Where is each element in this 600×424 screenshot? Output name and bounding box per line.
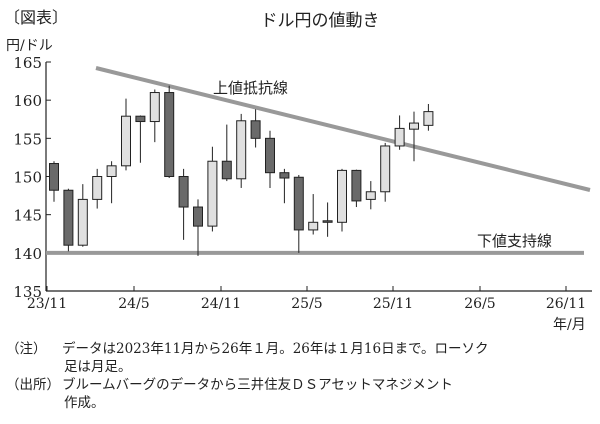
candle-up [92, 176, 103, 200]
y-axis-unit: 円/ドル [6, 38, 53, 54]
candle-down [178, 176, 189, 208]
candle-up [149, 92, 160, 123]
x-axis-unit: 年/月 [553, 317, 586, 333]
x-tick-label: 24/5 [118, 296, 149, 312]
source-text: ブルームバーグのデータから三井住友ＤＳアセットマネジメント [62, 377, 453, 393]
candlestick-chart: 135 140 145 150 155 160 165 23/11 24/5 24/11 25/5 2… [13, 54, 592, 312]
trend-lines [46, 66, 591, 255]
support-label: 下値支持線 [477, 232, 552, 250]
candle-up [106, 165, 117, 178]
y-tick-label: 155 [13, 130, 42, 148]
candle-up [207, 160, 218, 227]
candle-down [135, 115, 146, 123]
candle-down [322, 220, 333, 223]
x-tick-label: 25/11 [373, 296, 413, 312]
x-tick-label: 24/11 [201, 296, 241, 312]
candle-up [77, 198, 88, 246]
candle-up [423, 111, 434, 126]
source-row: （出所） ブルームバーグのデータから三井住友ＤＳアセットマネジメント [6, 376, 596, 394]
candles [49, 85, 434, 256]
y-tick-label: 165 [13, 54, 42, 72]
candle-down [63, 189, 74, 246]
candle-up [394, 127, 405, 147]
resistance-line [95, 66, 591, 192]
candle-down [279, 172, 290, 179]
candle-down [250, 120, 261, 139]
y-tick-label: 135 [13, 283, 42, 301]
chart-axes: 135 140 145 150 155 160 165 23/11 24/5 24/11 25/5 2… [13, 54, 592, 312]
note-text: データは2023年11月から26年１月。26年は１月16日まで。ローソク [62, 341, 489, 357]
candle-up [365, 191, 376, 200]
candle-up [409, 122, 419, 130]
candle-down [164, 92, 175, 177]
candle-up [308, 221, 319, 231]
x-tick-label: 25/5 [291, 296, 322, 312]
candle-up [380, 145, 391, 193]
y-tick-label: 150 [13, 169, 42, 187]
candle-up [337, 169, 347, 223]
notes: （注） データは2023年11月から26年１月。26年は１月16日まで。ローソク… [6, 340, 596, 412]
x-tick-label: 26/5 [464, 296, 495, 312]
candle-down [49, 163, 59, 191]
candle-down [351, 169, 362, 202]
note-continuation: 足は月足。 [64, 359, 132, 375]
y-tick-label: 145 [13, 207, 42, 225]
candle-down [293, 176, 304, 231]
x-tick-label: 23/11 [27, 296, 67, 312]
candle-up [236, 120, 247, 180]
y-tick-label: 140 [13, 245, 42, 263]
note-row: （注） データは2023年11月から26年１月。26年は１月16日まで。ローソク [6, 340, 596, 358]
source-tag: （出所） [6, 377, 60, 393]
note-tag: （注） [6, 341, 47, 357]
candle-up [121, 115, 131, 167]
candle-down [265, 137, 275, 174]
y-tick-label: 160 [13, 92, 42, 110]
x-tick-label: 26/11 [546, 296, 586, 312]
chart-title: ドル円の値動き [260, 11, 380, 31]
candle-down [193, 206, 203, 227]
candle-down [221, 160, 232, 180]
resistance-label: 上値抵抗線 [213, 79, 288, 97]
figure-label: 〔図表〕 [4, 8, 69, 27]
source-continuation: 作成。 [64, 395, 105, 411]
